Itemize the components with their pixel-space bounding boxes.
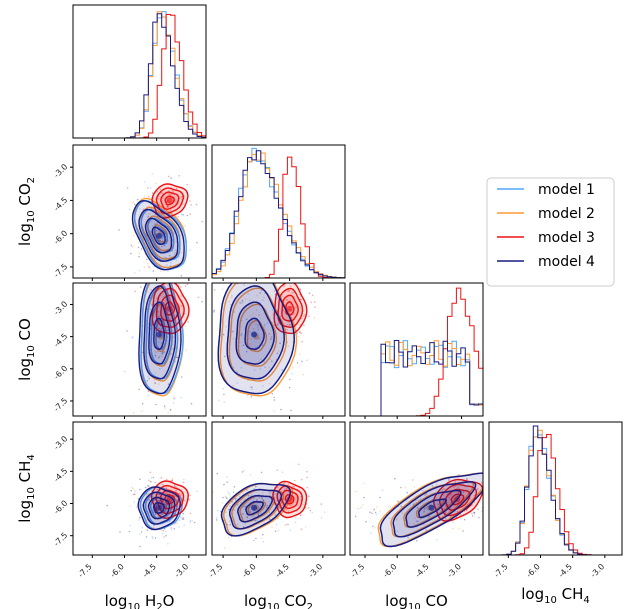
contour-model-1 — [140, 283, 184, 395]
x-tick-label: -6.0 — [524, 562, 541, 579]
legend-frame — [486, 177, 615, 287]
axis-label-CH4: log10 CH4 — [521, 585, 590, 606]
histogram-model-1 — [73, 11, 206, 138]
histogram-model-4 — [350, 340, 483, 416]
histogram-model-3 — [73, 14, 206, 138]
panel-frame — [349, 282, 484, 417]
contour-model-1 — [133, 199, 187, 271]
legend: model 1 model 2 model 3 model 4 — [486, 177, 615, 287]
y-tick-label: -3.0 — [52, 434, 69, 451]
y-tick-label: -3.0 — [52, 162, 69, 179]
contour-model-1 — [147, 217, 175, 254]
contour-model-2 — [219, 283, 298, 397]
panel-CH4-CO2: -7.5 -6.0 -4.5 -3.0 — [207, 421, 346, 579]
legend-entry-4: model 4 — [538, 254, 595, 270]
contour-model-2 — [237, 303, 278, 367]
y-tick-label: -6.0 — [52, 499, 69, 516]
histogram-model-4 — [73, 13, 206, 138]
panel-frame — [72, 421, 207, 556]
panel-frame — [211, 144, 346, 279]
panel-CO-CO2 — [211, 282, 346, 419]
x-tick-label: -4.5 — [141, 562, 158, 579]
y-tick-label: -3.0 — [52, 300, 69, 317]
histogram-model-4 — [489, 425, 622, 555]
panel-frame — [488, 421, 623, 556]
x-tick-label: -6.0 — [381, 562, 398, 579]
axis-label-CO: log10 CO — [16, 318, 37, 381]
x-tick-label: -3.0 — [173, 562, 190, 579]
contour-model-2 — [228, 287, 288, 382]
x-tick-label: -7.5 — [349, 562, 366, 579]
contour-model-1 — [153, 226, 168, 245]
histogram-model-2 — [73, 11, 206, 138]
panel-CH4-CH4: -7.5 -6.0 -4.5 -3.0 — [488, 421, 623, 579]
x-tick-label: -4.5 — [274, 562, 291, 579]
axis-label-H2O: log10 H2O — [105, 592, 175, 609]
y-tick-label: -4.5 — [52, 466, 69, 483]
panel-frame — [349, 421, 484, 556]
x-tick-label: -7.5 — [76, 562, 93, 579]
panel-CH4-H2O: -7.5 -6.0 -4.5 -3.0 -7.5 -6.0 -4.5 -3.0 — [52, 421, 207, 579]
panel-CO2-CO2 — [211, 144, 346, 281]
histogram-model-3 — [489, 434, 622, 555]
axis-label-CO: log10 CO — [385, 592, 448, 609]
contour-model-2 — [246, 319, 268, 353]
x-tick-label: -7.5 — [492, 562, 509, 579]
histogram-model-3 — [212, 156, 345, 278]
y-tick-label: -4.5 — [52, 332, 69, 349]
y-tick-label: -6.0 — [52, 364, 69, 381]
panel-H2O-H2O — [72, 4, 207, 141]
panel-frame — [72, 4, 207, 139]
y-tick-label: -4.5 — [52, 195, 69, 212]
panel-frame — [211, 421, 346, 556]
panel-CO2-H2O: -7.5 -6.0 -4.5 -3.0 — [52, 144, 207, 281]
panel-frame — [211, 282, 346, 417]
histogram-model-2 — [350, 340, 483, 416]
legend-entry-2: model 2 — [538, 206, 595, 222]
y-tick-label: -6.0 — [52, 229, 69, 246]
histogram-model-3 — [350, 287, 483, 416]
x-tick-label: -3.0 — [446, 562, 463, 579]
legend-entry-1: model 1 — [538, 182, 595, 198]
x-tick-label: -7.5 — [207, 562, 224, 579]
histogram-model-4 — [212, 150, 345, 278]
histogram-model-2 — [489, 429, 622, 555]
axis-label-CH4: log10 CH4 — [16, 454, 37, 523]
x-tick-label: -6.0 — [240, 562, 257, 579]
panel-CH4-CO: -7.5 -6.0 -4.5 -3.0 — [349, 421, 484, 579]
x-tick-label: -4.5 — [557, 562, 574, 579]
y-tick-label: -7.5 — [52, 396, 69, 413]
panel-CO-CO — [349, 282, 484, 419]
x-tick-label: -3.0 — [307, 562, 324, 579]
panel-frame — [72, 144, 207, 279]
panel-frame — [72, 282, 207, 417]
y-tick-label: -7.5 — [52, 262, 69, 279]
legend-entry-3: model 3 — [538, 230, 595, 246]
x-tick-label: -6.0 — [108, 562, 125, 579]
axis-label-CO2: log10 CO2 — [244, 592, 313, 609]
y-tick-label: -7.5 — [52, 531, 69, 548]
axis-label-CO2: log10 CO2 — [16, 177, 37, 246]
contour-model-4 — [392, 481, 477, 538]
x-tick-label: -3.0 — [589, 562, 606, 579]
x-tick-label: -4.5 — [413, 562, 430, 579]
